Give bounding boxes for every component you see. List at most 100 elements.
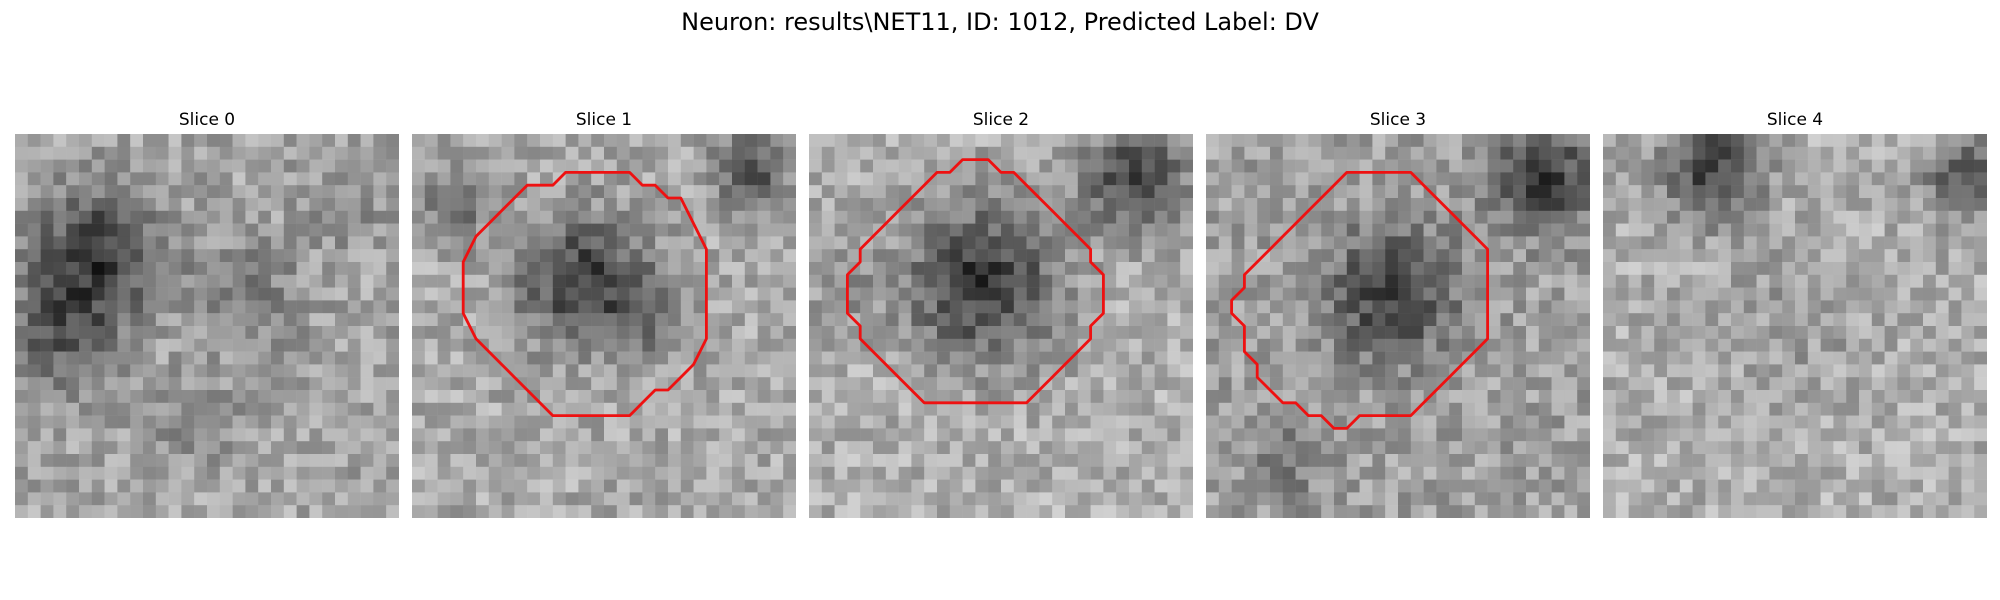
- pixel: [27, 185, 41, 199]
- pixel: [424, 364, 438, 378]
- pixel: [1948, 146, 1962, 160]
- pixel: [27, 287, 41, 301]
- pixel: [1820, 402, 1834, 416]
- pixel: [1769, 223, 1783, 237]
- pixel: [949, 134, 963, 148]
- pixel: [1910, 159, 1924, 173]
- pixel: [834, 134, 848, 148]
- pixel: [1398, 249, 1412, 263]
- pixel: [1052, 505, 1066, 518]
- pixel: [719, 274, 733, 288]
- pixel: [578, 326, 592, 340]
- pixel: [540, 134, 554, 148]
- pixel: [1961, 274, 1975, 288]
- pixel: [296, 249, 310, 263]
- pixel: [1231, 402, 1245, 416]
- pixel: [360, 326, 374, 340]
- pixel: [988, 338, 1002, 352]
- pixel: [53, 390, 67, 404]
- pixel: [591, 210, 605, 224]
- pixel: [1449, 287, 1463, 301]
- pixel: [1513, 236, 1527, 250]
- pixel: [578, 236, 592, 250]
- pixel: [1372, 313, 1386, 327]
- pixel: [155, 172, 169, 186]
- pixel: [1513, 338, 1527, 352]
- pixel: [1769, 236, 1783, 250]
- pixel: [680, 300, 694, 314]
- pixel: [1910, 505, 1924, 518]
- slice-image-0: [15, 134, 399, 518]
- pixel: [885, 159, 899, 173]
- pixel: [1897, 198, 1911, 212]
- pixel: [1538, 454, 1552, 468]
- pixel: [283, 454, 297, 468]
- pixel: [1935, 505, 1949, 518]
- pixel: [1782, 326, 1796, 340]
- pixel: [1116, 492, 1130, 506]
- pixel: [168, 210, 182, 224]
- pixel: [1923, 415, 1937, 429]
- pixel: [91, 134, 105, 148]
- pixel: [1795, 466, 1809, 480]
- pixel: [322, 466, 336, 480]
- pixel: [258, 185, 272, 199]
- pixel: [834, 390, 848, 404]
- pixel: [604, 454, 618, 468]
- pixel: [1820, 351, 1834, 365]
- pixel: [873, 326, 887, 340]
- pixel: [629, 428, 643, 442]
- pixel: [655, 198, 669, 212]
- pixel: [1167, 351, 1181, 365]
- pixel: [924, 479, 938, 493]
- pixel: [911, 415, 925, 429]
- pixel: [860, 415, 874, 429]
- pixel: [1705, 236, 1719, 250]
- pixel: [1897, 262, 1911, 276]
- pixel: [1807, 492, 1821, 506]
- pixel: [1065, 210, 1079, 224]
- pixel: [1103, 198, 1117, 212]
- pixel: [1282, 415, 1296, 429]
- pixel: [514, 172, 528, 186]
- pixel: [783, 134, 796, 148]
- pixel: [821, 223, 835, 237]
- pixel: [168, 313, 182, 327]
- pixel: [232, 479, 246, 493]
- pixel: [296, 415, 310, 429]
- pixel: [1628, 428, 1642, 442]
- pixel: [1039, 479, 1053, 493]
- pixel: [1731, 390, 1745, 404]
- pixel: [1359, 505, 1373, 518]
- pixel: [1641, 454, 1655, 468]
- pixel: [1577, 287, 1590, 301]
- pixel: [1167, 428, 1181, 442]
- pixel: [578, 441, 592, 455]
- pixel: [1743, 134, 1757, 148]
- pixel: [1564, 505, 1578, 518]
- pixel: [1487, 185, 1501, 199]
- pixel: [373, 172, 387, 186]
- pixel: [412, 351, 426, 365]
- pixel: [437, 505, 451, 518]
- pixel: [514, 415, 528, 429]
- pixel: [1410, 390, 1424, 404]
- pixel: [924, 146, 938, 160]
- pixel: [104, 377, 118, 391]
- pixel: [1474, 262, 1488, 276]
- pixel: [719, 441, 733, 455]
- pixel: [168, 505, 182, 518]
- pixel: [937, 441, 951, 455]
- pixel: [1603, 287, 1617, 301]
- pixel: [1551, 249, 1565, 263]
- pixel: [565, 134, 579, 148]
- pixel: [66, 300, 80, 314]
- pixel: [501, 313, 515, 327]
- pixel: [1077, 402, 1091, 416]
- pixel: [219, 159, 233, 173]
- pixel: [1359, 249, 1373, 263]
- pixel: [1090, 492, 1104, 506]
- pixel: [1398, 313, 1412, 327]
- pixel: [655, 146, 669, 160]
- pixel: [719, 377, 733, 391]
